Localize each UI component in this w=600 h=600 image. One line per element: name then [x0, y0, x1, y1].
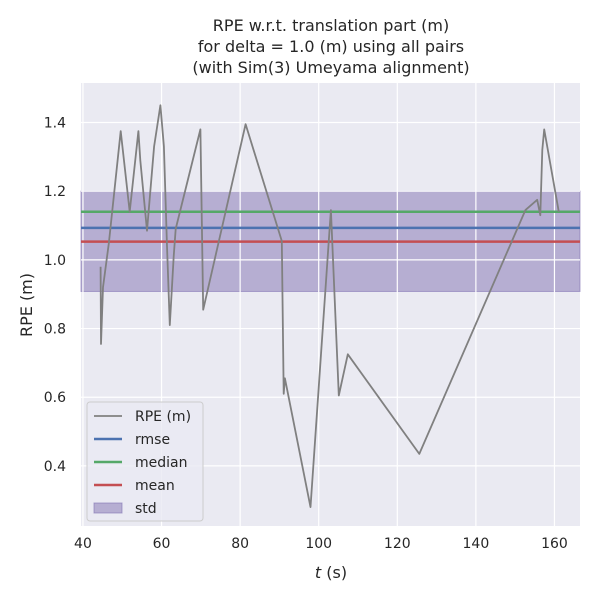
legend-frame: [86, 401, 204, 522]
x-axis-label-var: t: [315, 563, 322, 582]
y-tick-label: 0.8: [44, 322, 66, 338]
legend-label: mean: [135, 478, 175, 494]
x-tick-label: 120: [384, 536, 411, 552]
y-tick-label: 1.4: [44, 115, 66, 131]
legend-label: median: [135, 455, 187, 471]
title-line-2: for delta = 1.0 (m) using all pairs: [198, 37, 464, 56]
x-tick-label: 100: [305, 536, 332, 552]
y-tick-label: 0.4: [44, 459, 66, 475]
legend-label: rmse: [135, 432, 170, 448]
y-tick-label: 1.2: [44, 184, 66, 200]
series-layer: [99, 104, 560, 509]
title-line-3: (with Sim(3) Umeyama alignment): [192, 58, 469, 77]
x-tick-label: 60: [153, 536, 171, 552]
legend: RPE (m) rmse median mean std: [86, 401, 204, 522]
y-axis-label: RPE (m): [17, 273, 36, 337]
legend-swatch-std: [93, 502, 123, 514]
y-tick-labels: 0.4 0.6 0.8 1.0 1.2 1.4: [44, 115, 66, 474]
grid-layer: [81, 83, 580, 526]
legend-label: RPE (m): [135, 409, 191, 425]
x-tick-label: 40: [74, 536, 92, 552]
chart-title: RPE w.r.t. translation part (m) for delt…: [192, 16, 469, 77]
x-tick-label: 140: [463, 536, 490, 552]
rpe-series-line: [99, 104, 560, 509]
legend-label: std: [135, 501, 157, 517]
y-tick-label: 0.6: [44, 390, 66, 406]
x-axis-label-unit: (s): [321, 563, 347, 582]
x-tick-label: 160: [541, 536, 568, 552]
y-tick-label: 1.0: [44, 253, 66, 269]
x-axis-label: t (s): [315, 563, 347, 582]
title-line-1: RPE w.r.t. translation part (m): [213, 16, 449, 35]
x-tick-label: 80: [231, 536, 249, 552]
x-tick-labels: 40 60 80 100 120 140 160: [74, 536, 568, 552]
